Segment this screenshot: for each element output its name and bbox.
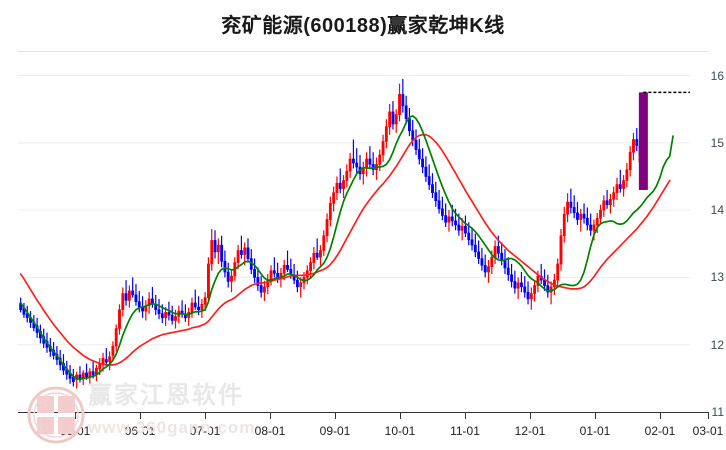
y-axis-label-16: 16: [710, 68, 724, 83]
x-axis-tick-09-01: [335, 412, 336, 419]
x-axis-tick-06-01: [140, 412, 141, 419]
x-axis-label-09-01: 09-01: [319, 424, 351, 438]
x-axis-label-03-01: 03-01: [692, 424, 724, 438]
chart-plot-area[interactable]: [18, 52, 690, 412]
seal-char-0: 江: [40, 399, 54, 414]
candle-series: [19, 78, 645, 389]
price-marker-line: [638, 91, 690, 190]
x-axis-label-01-01: 01-01: [579, 424, 611, 438]
x-axis-label-06-01: 06-01: [124, 424, 156, 438]
watermark-seal-logo: 江 赢 恩 家: [27, 386, 85, 444]
x-axis-tick-03-01: [708, 412, 709, 419]
y-axis-label-13: 13: [710, 270, 724, 285]
y-axis-label-12: 12: [710, 337, 724, 352]
y-axis-label-14: 14: [710, 203, 724, 218]
grid-lines: [18, 75, 690, 346]
ma-short-line: [19, 115, 674, 380]
chart-header: 兖矿能源(600188)赢家乾坤K线: [0, 0, 726, 52]
x-axis-tick-08-01: [270, 412, 271, 419]
x-axis-tick-11-01: [465, 412, 466, 419]
watermark-brand: 赢家江恩软件: [88, 382, 244, 409]
x-axis-tick-10-01: [400, 412, 401, 419]
seal-char-2: 赢: [61, 399, 75, 414]
x-axis-label-02-01: 02-01: [644, 424, 676, 438]
ma-long-line: [19, 133, 671, 366]
x-axis-tick-02-01: [660, 412, 661, 419]
y-axis-label-11: 11: [711, 405, 724, 419]
watermark-url: www.360gann.com: [88, 418, 256, 437]
seal-char-1: 恩: [40, 420, 54, 435]
seal-circle-icon: [27, 386, 85, 444]
header-divider: [18, 51, 708, 52]
seal-char-3: 家: [61, 420, 75, 435]
x-axis-tick-01-01: [595, 412, 596, 419]
x-axis-tick-07-01: [205, 412, 206, 419]
page-title: 兖矿能源(600188)赢家乾坤K线: [221, 15, 505, 37]
x-axis-tick-05-01: [75, 412, 76, 419]
x-axis-label-12-01: 12-01: [514, 424, 546, 438]
x-axis-label-10-01: 10-01: [384, 424, 416, 438]
y-axis-label-15: 15: [710, 135, 724, 150]
candlestick-svg: [18, 75, 690, 389]
x-axis-label-07-01: 07-01: [189, 424, 221, 438]
x-axis-tick-12-01: [530, 412, 531, 419]
x-axis-label-11-01: 11-01: [450, 424, 480, 438]
x-axis-label-08-01: 08-01: [254, 424, 286, 438]
x-axis-line: [18, 412, 708, 413]
